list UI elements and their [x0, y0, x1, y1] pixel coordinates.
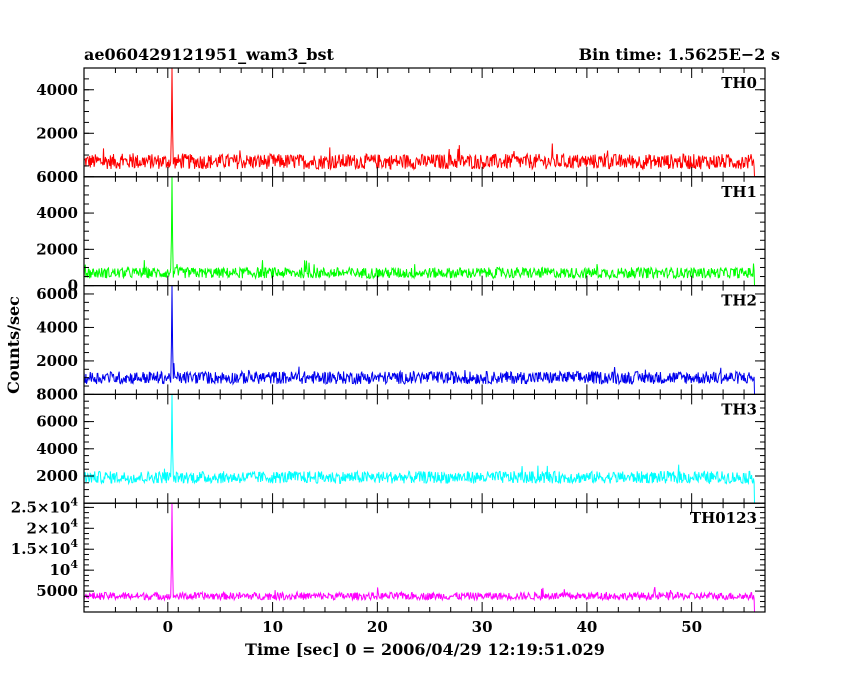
y-tick-label: 2×104: [26, 516, 78, 537]
series-line-th3: [83, 394, 755, 504]
panel-label-th0: TH0: [721, 74, 757, 92]
series-line-th0123: [83, 503, 755, 613]
panels: 0 2000 4000 TH0 0 2000 4000 6000 TH1 2000 4000 6000…: [11, 67, 766, 613]
y-tick-label: 0: [68, 277, 78, 295]
series-line-th1: [83, 176, 755, 286]
series-line-th0: [83, 67, 755, 177]
y-tick-label: 1.5×104: [11, 537, 79, 558]
y-tick-label: 2000: [36, 352, 78, 370]
panel-frame: [83, 393, 766, 504]
y-tick-label: 0: [68, 168, 78, 186]
x-axis-label: Time [sec] 0 = 2006/04/29 12:19:51.029: [245, 640, 605, 659]
panel-th0: 0 2000 4000 TH0: [36, 67, 766, 186]
panel-label-th3: TH3: [721, 400, 757, 418]
y-tick-label: 4000: [36, 440, 78, 458]
y-tick-label: 6000: [36, 285, 78, 303]
x-tick-label: 0: [163, 618, 173, 636]
x-tick-label: 40: [576, 618, 597, 636]
panel-label-th0123: TH0123: [690, 509, 757, 527]
chart-title: ae060429121951_wam3_bst: [84, 45, 335, 64]
panel-label-th1: TH1: [721, 183, 757, 201]
y-tick-label: 6000: [36, 413, 78, 431]
panel-frame: [83, 502, 766, 613]
y-tick-label: 4000: [36, 81, 78, 99]
y-tick-label: 2.5×104: [11, 495, 79, 516]
x-tick-label: 20: [367, 618, 388, 636]
y-axis-label: Counts/sec: [4, 296, 23, 394]
y-tick-label: 4000: [36, 204, 78, 222]
x-tick-label: 10: [262, 618, 283, 636]
y-tick-label: 5000: [36, 582, 78, 600]
panel-label-th2: TH2: [721, 292, 757, 310]
x-axis: 0 10 20 30 40 50: [163, 618, 703, 636]
panel-th3: 2000 4000 6000 8000 TH3: [36, 385, 766, 504]
series-line-th2: [83, 285, 755, 395]
x-tick-label: 50: [681, 618, 702, 636]
y-tick-label: 4000: [36, 318, 78, 336]
y-tick-label: 6000: [36, 168, 78, 186]
panel-th2: 2000 4000 6000 TH2: [36, 285, 766, 396]
bin-time-label: Bin time: 1.5625E−2 s: [579, 45, 780, 64]
y-tick-label: 2000: [36, 124, 78, 142]
panel-th1: 0 2000 4000 6000 TH1: [36, 168, 766, 295]
x-tick-label: 30: [472, 618, 493, 636]
y-tick-label: 8000: [36, 385, 78, 403]
y-tick-label: 104: [49, 558, 78, 579]
y-tick-label: 2000: [36, 240, 78, 258]
y-tick-label: 2000: [36, 467, 78, 485]
